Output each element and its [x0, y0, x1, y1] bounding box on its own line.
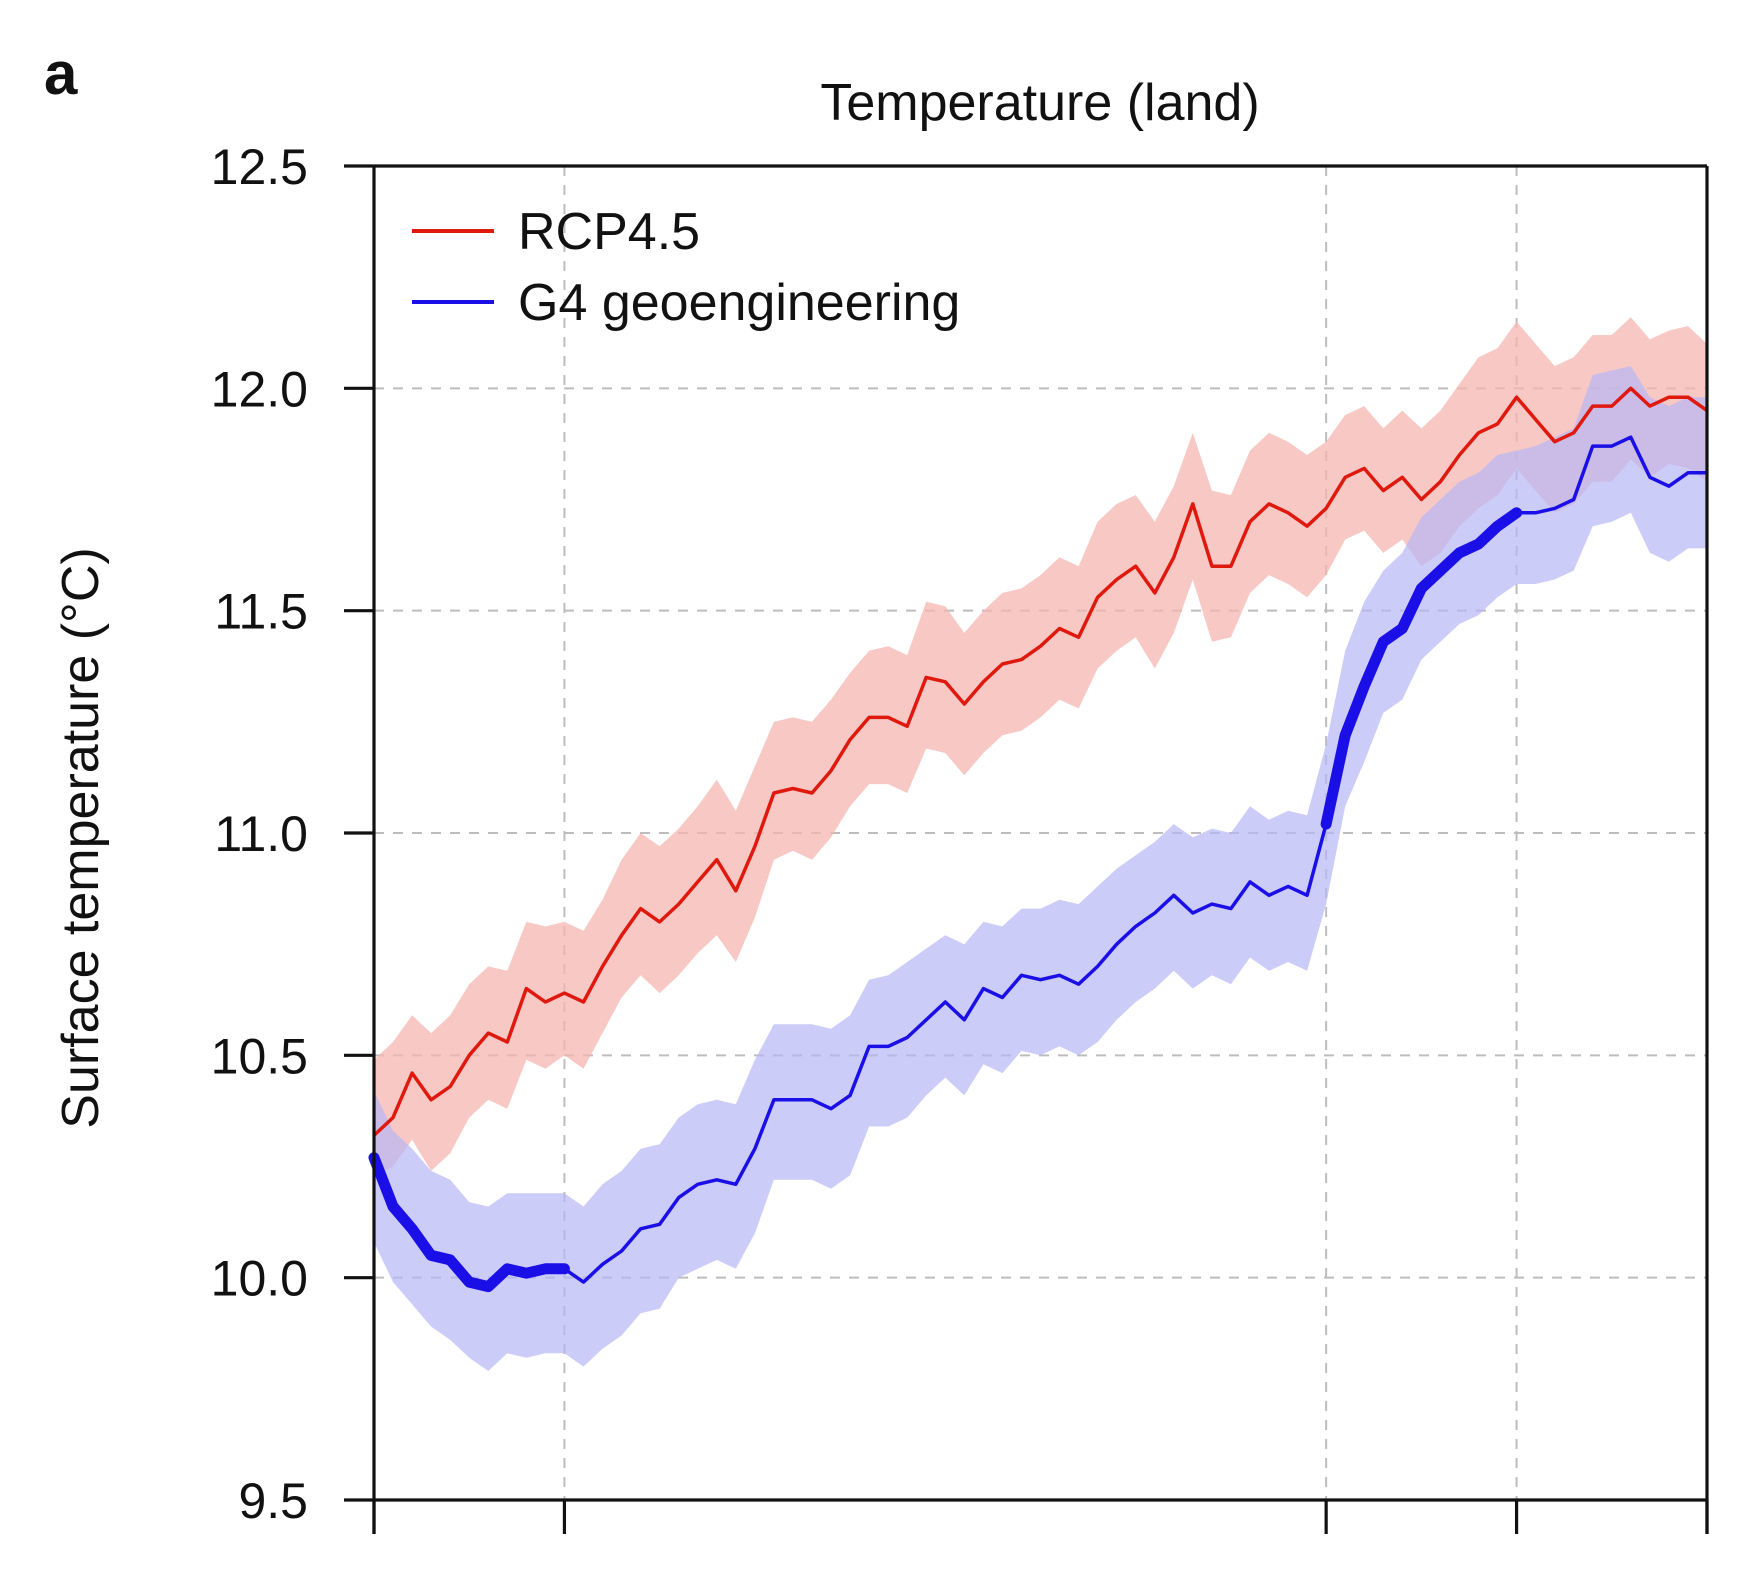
y-tick-label: 10.5 — [211, 1028, 308, 1084]
legend-label-g4: G4 geoengineering — [518, 274, 960, 332]
highlight-segment-g4 — [368, 1152, 570, 1293]
legend: RCP4.5 G4 geoengineering — [412, 203, 960, 332]
axes — [372, 164, 1709, 1534]
line-rcp45 — [372, 386, 1709, 1137]
band-rcp45 — [374, 317, 1707, 1176]
legend-label-rcp45: RCP4.5 — [518, 203, 700, 261]
y-tick-label: 12.5 — [211, 139, 308, 195]
band-g4 — [374, 366, 1707, 1372]
y-ticks: 9.5 10.0 10.5 11.0 11.5 12.0 12.5 — [211, 139, 374, 1529]
y-tick-label: 11.5 — [214, 584, 308, 640]
panel-label: a — [44, 40, 78, 107]
y-tick-label: 10.0 — [211, 1251, 308, 1307]
y-tick-label: 11.0 — [214, 806, 308, 862]
series-lines — [368, 386, 1709, 1293]
y-tick-label: 9.5 — [238, 1473, 308, 1529]
y-tick-label: 12.0 — [211, 361, 308, 417]
y-axis-label: Surface temperature (°C) — [52, 547, 110, 1128]
highlight-segment-g4 — [1320, 507, 1523, 830]
uncertainty-bands — [374, 317, 1707, 1372]
chart-title: Temperature (land) — [820, 74, 1259, 132]
